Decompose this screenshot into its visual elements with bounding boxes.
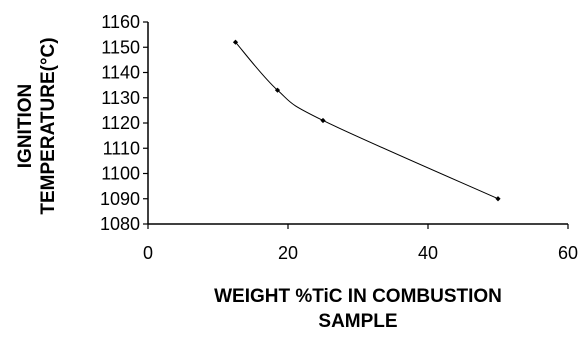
- y-tick-label: 1130: [101, 88, 140, 108]
- y-axis-title-line: IGNITION: [15, 84, 36, 168]
- data-point: [495, 196, 501, 202]
- x-tick-label: 0: [143, 243, 153, 263]
- y-tick-label: 1160: [101, 12, 140, 32]
- axes: [147, 22, 568, 225]
- y-tick-label: 1110: [103, 138, 140, 158]
- x-axis-title: WEIGHT %TiC IN COMBUSTION SAMPLE: [214, 286, 502, 332]
- x-tick-label: 40: [418, 243, 438, 263]
- y-axis-ticks: 1080 1090 1100 1110 1120 1130 1140 1150 1160: [100, 12, 148, 234]
- y-tick-label: 1150: [101, 37, 140, 57]
- y-tick-label: 1140: [101, 63, 140, 83]
- x-tick-label: 60: [558, 243, 578, 263]
- series-group: [232, 39, 501, 202]
- y-tick-label: 1080: [100, 214, 140, 234]
- y-tick-label: 1120: [101, 113, 140, 133]
- x-axis-ticks: 0 20 40 60: [143, 224, 578, 263]
- data-point: [232, 39, 239, 45]
- y-axis-title-line: TEMPERATURE(°C): [38, 37, 59, 214]
- y-tick-label: 1100: [101, 164, 140, 184]
- y-tick-label: 1090: [100, 189, 140, 209]
- series-line: [235, 41, 499, 200]
- data-point: [320, 117, 326, 124]
- data-point: [274, 87, 281, 93]
- x-axis-title-line: SAMPLE: [318, 311, 397, 332]
- x-tick-label: 20: [278, 243, 298, 263]
- x-axis-title-line: WEIGHT %TiC IN COMBUSTION: [214, 286, 502, 307]
- y-axis-title: IGNITION TEMPERATURE(°C): [15, 37, 59, 214]
